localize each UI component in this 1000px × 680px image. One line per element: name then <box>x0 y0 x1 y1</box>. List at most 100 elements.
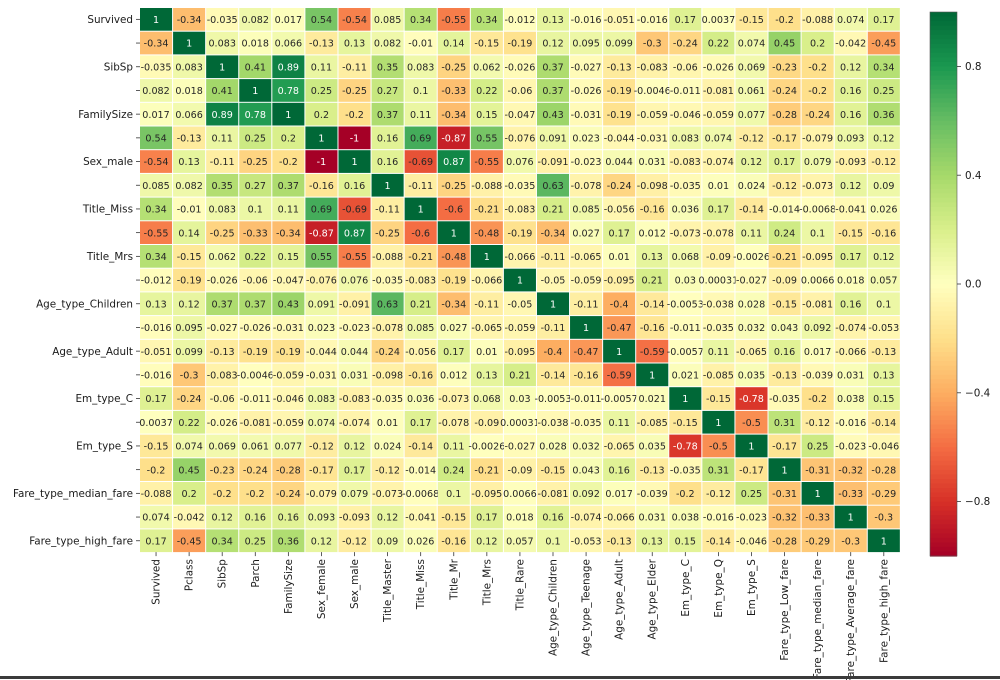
cell-value-11-4: -0.047 <box>273 276 304 287</box>
heatmap-cell-5-7 <box>371 126 404 150</box>
heatmap-cell-20-7 <box>371 482 404 505</box>
cell-value-9-13: 0.027 <box>572 228 599 239</box>
heatmap-cell-7-21 <box>834 173 867 197</box>
cell-value-21-6: -0.093 <box>339 513 370 524</box>
colorbar-segment <box>930 469 957 475</box>
heatmap-cell-5-16 <box>669 126 702 150</box>
cell-value-19-3: -0.24 <box>243 465 268 476</box>
heatmap-cell-10-21 <box>834 245 867 268</box>
colorbar-segment <box>930 184 957 190</box>
col-label-14: Age_type_Adult <box>614 559 626 640</box>
heatmap-cell-22-19 <box>768 529 801 553</box>
colorbar-segment <box>930 392 957 398</box>
cell-value-8-7: -0.11 <box>375 205 400 216</box>
heatmap-cell-5-0 <box>140 126 173 150</box>
cell-value-3-18: 0.061 <box>738 86 765 97</box>
cell-value-16-14: -0.0057 <box>601 394 638 405</box>
colorbar-segment <box>930 170 957 176</box>
cell-value-1-12: 0.12 <box>542 39 563 50</box>
heatmap-cell-19-7 <box>371 458 404 481</box>
cell-value-8-11: -0.083 <box>504 205 535 216</box>
cell-value-4-1: 0.066 <box>175 110 202 121</box>
cell-value-10-11: -0.066 <box>504 252 535 263</box>
col-label-7: Title_Master <box>382 558 394 623</box>
heatmap-cell-1-1 <box>173 31 206 55</box>
colorbar-segment <box>930 352 957 358</box>
cell-value-22-5: 0.12 <box>311 536 332 547</box>
cell-value-16-3: -0.011 <box>240 394 271 405</box>
colorbar-segment <box>930 206 957 213</box>
cell-value-20-1: 0.2 <box>181 489 196 500</box>
cell-value-21-9: -0.15 <box>441 513 466 524</box>
heatmap-cell-9-7 <box>371 221 404 244</box>
heatmap-cell-0-9 <box>437 8 470 31</box>
col-label-20: Fare_type_median_fare <box>812 559 824 679</box>
heatmap-cell-13-18 <box>735 316 768 339</box>
heatmap-cell-22-5 <box>305 529 338 553</box>
heatmap-cell-6-2 <box>206 150 239 173</box>
cell-value-15-4: -0.059 <box>273 370 304 381</box>
heatmap-cell-7-3 <box>239 173 272 197</box>
cell-value-17-16: -0.15 <box>673 418 698 429</box>
heatmap-cell-8-9 <box>437 197 470 221</box>
heatmap-cell-9-18 <box>735 221 768 244</box>
colorbar-segment <box>930 401 957 407</box>
cell-value-2-17: -0.026 <box>703 62 734 73</box>
heatmap-cell-10-19 <box>768 245 801 268</box>
heatmap-cell-21-12 <box>536 505 570 529</box>
col-label-13: Age_type_Teenage <box>581 559 593 656</box>
cell-value-22-15: 0.13 <box>642 536 663 547</box>
cell-value-15-10: 0.13 <box>476 370 497 381</box>
cell-value-2-3: 0.41 <box>245 62 266 73</box>
col-label-0: Survived <box>151 559 163 605</box>
heatmap-cell-20-21 <box>834 482 867 505</box>
heatmap-cell-14-6 <box>338 339 371 363</box>
colorbar: 0.8 0.4 0.0 −0.4 −0.8 <box>929 11 991 557</box>
heatmap-cell-19-6 <box>338 458 371 481</box>
heatmap-cell-17-16 <box>669 410 702 434</box>
colorbar-segment <box>930 284 957 290</box>
colorbar-segment <box>930 528 957 534</box>
cell-value-22-20: -0.29 <box>805 536 830 547</box>
heatmap-cell-19-14 <box>603 458 636 481</box>
cell-value-6-3: -0.25 <box>243 157 268 168</box>
heatmap-cell-2-9 <box>437 55 470 79</box>
cell-value-13-19: 0.043 <box>771 323 798 334</box>
heatmap-cell-15-5 <box>305 363 338 387</box>
cell-value-3-15: -0.0046 <box>634 86 671 97</box>
heatmap-cell-9-3 <box>239 221 272 244</box>
cell-value-14-18: -0.065 <box>736 347 767 358</box>
heatmap-cell-14-15 <box>636 339 669 363</box>
cell-value-16-16: 1 <box>682 394 688 405</box>
cell-value-1-10: -0.15 <box>474 39 499 50</box>
heatmap-cell-21-5 <box>305 505 338 529</box>
heatmap-cell-13-21 <box>834 316 867 339</box>
cell-value-5-10: 0.55 <box>476 133 497 144</box>
cell-value-17-14: 0.11 <box>608 418 629 429</box>
cell-value-1-2: 0.083 <box>208 39 235 50</box>
heatmap-cell-7-14 <box>603 173 636 197</box>
heatmap-cell-14-2 <box>206 339 239 363</box>
cell-value-22-16: 0.15 <box>675 536 696 547</box>
heatmap-cell-3-21 <box>834 79 867 102</box>
heatmap-cell-16-8 <box>404 387 437 410</box>
heatmap-cell-12-22 <box>867 292 900 316</box>
cell-value-12-6: -0.091 <box>339 299 370 310</box>
heatmap-cell-3-12 <box>536 79 570 102</box>
heatmap-cell-8-16 <box>669 197 702 221</box>
col-label-17: Em_type_Q <box>713 559 725 617</box>
colorbar-segment <box>930 365 957 371</box>
cell-value-10-3: 0.22 <box>245 252 266 263</box>
heatmap-cell-18-20 <box>801 434 834 458</box>
colorbar-segment <box>930 39 957 45</box>
heatmap-cell-6-5 <box>305 150 338 173</box>
heatmap-cell-6-6 <box>338 150 371 173</box>
cell-value-6-18: 0.12 <box>741 157 762 168</box>
heatmap-cell-4-4 <box>272 102 305 126</box>
cell-value-19-7: -0.12 <box>375 465 400 476</box>
colorbar-segment <box>930 152 957 158</box>
cell-value-11-0: -0.012 <box>141 276 172 287</box>
cell-value-15-16: 0.021 <box>672 370 699 381</box>
heatmap-cell-1-19 <box>768 31 801 55</box>
cell-value-16-2: -0.06 <box>210 394 235 405</box>
